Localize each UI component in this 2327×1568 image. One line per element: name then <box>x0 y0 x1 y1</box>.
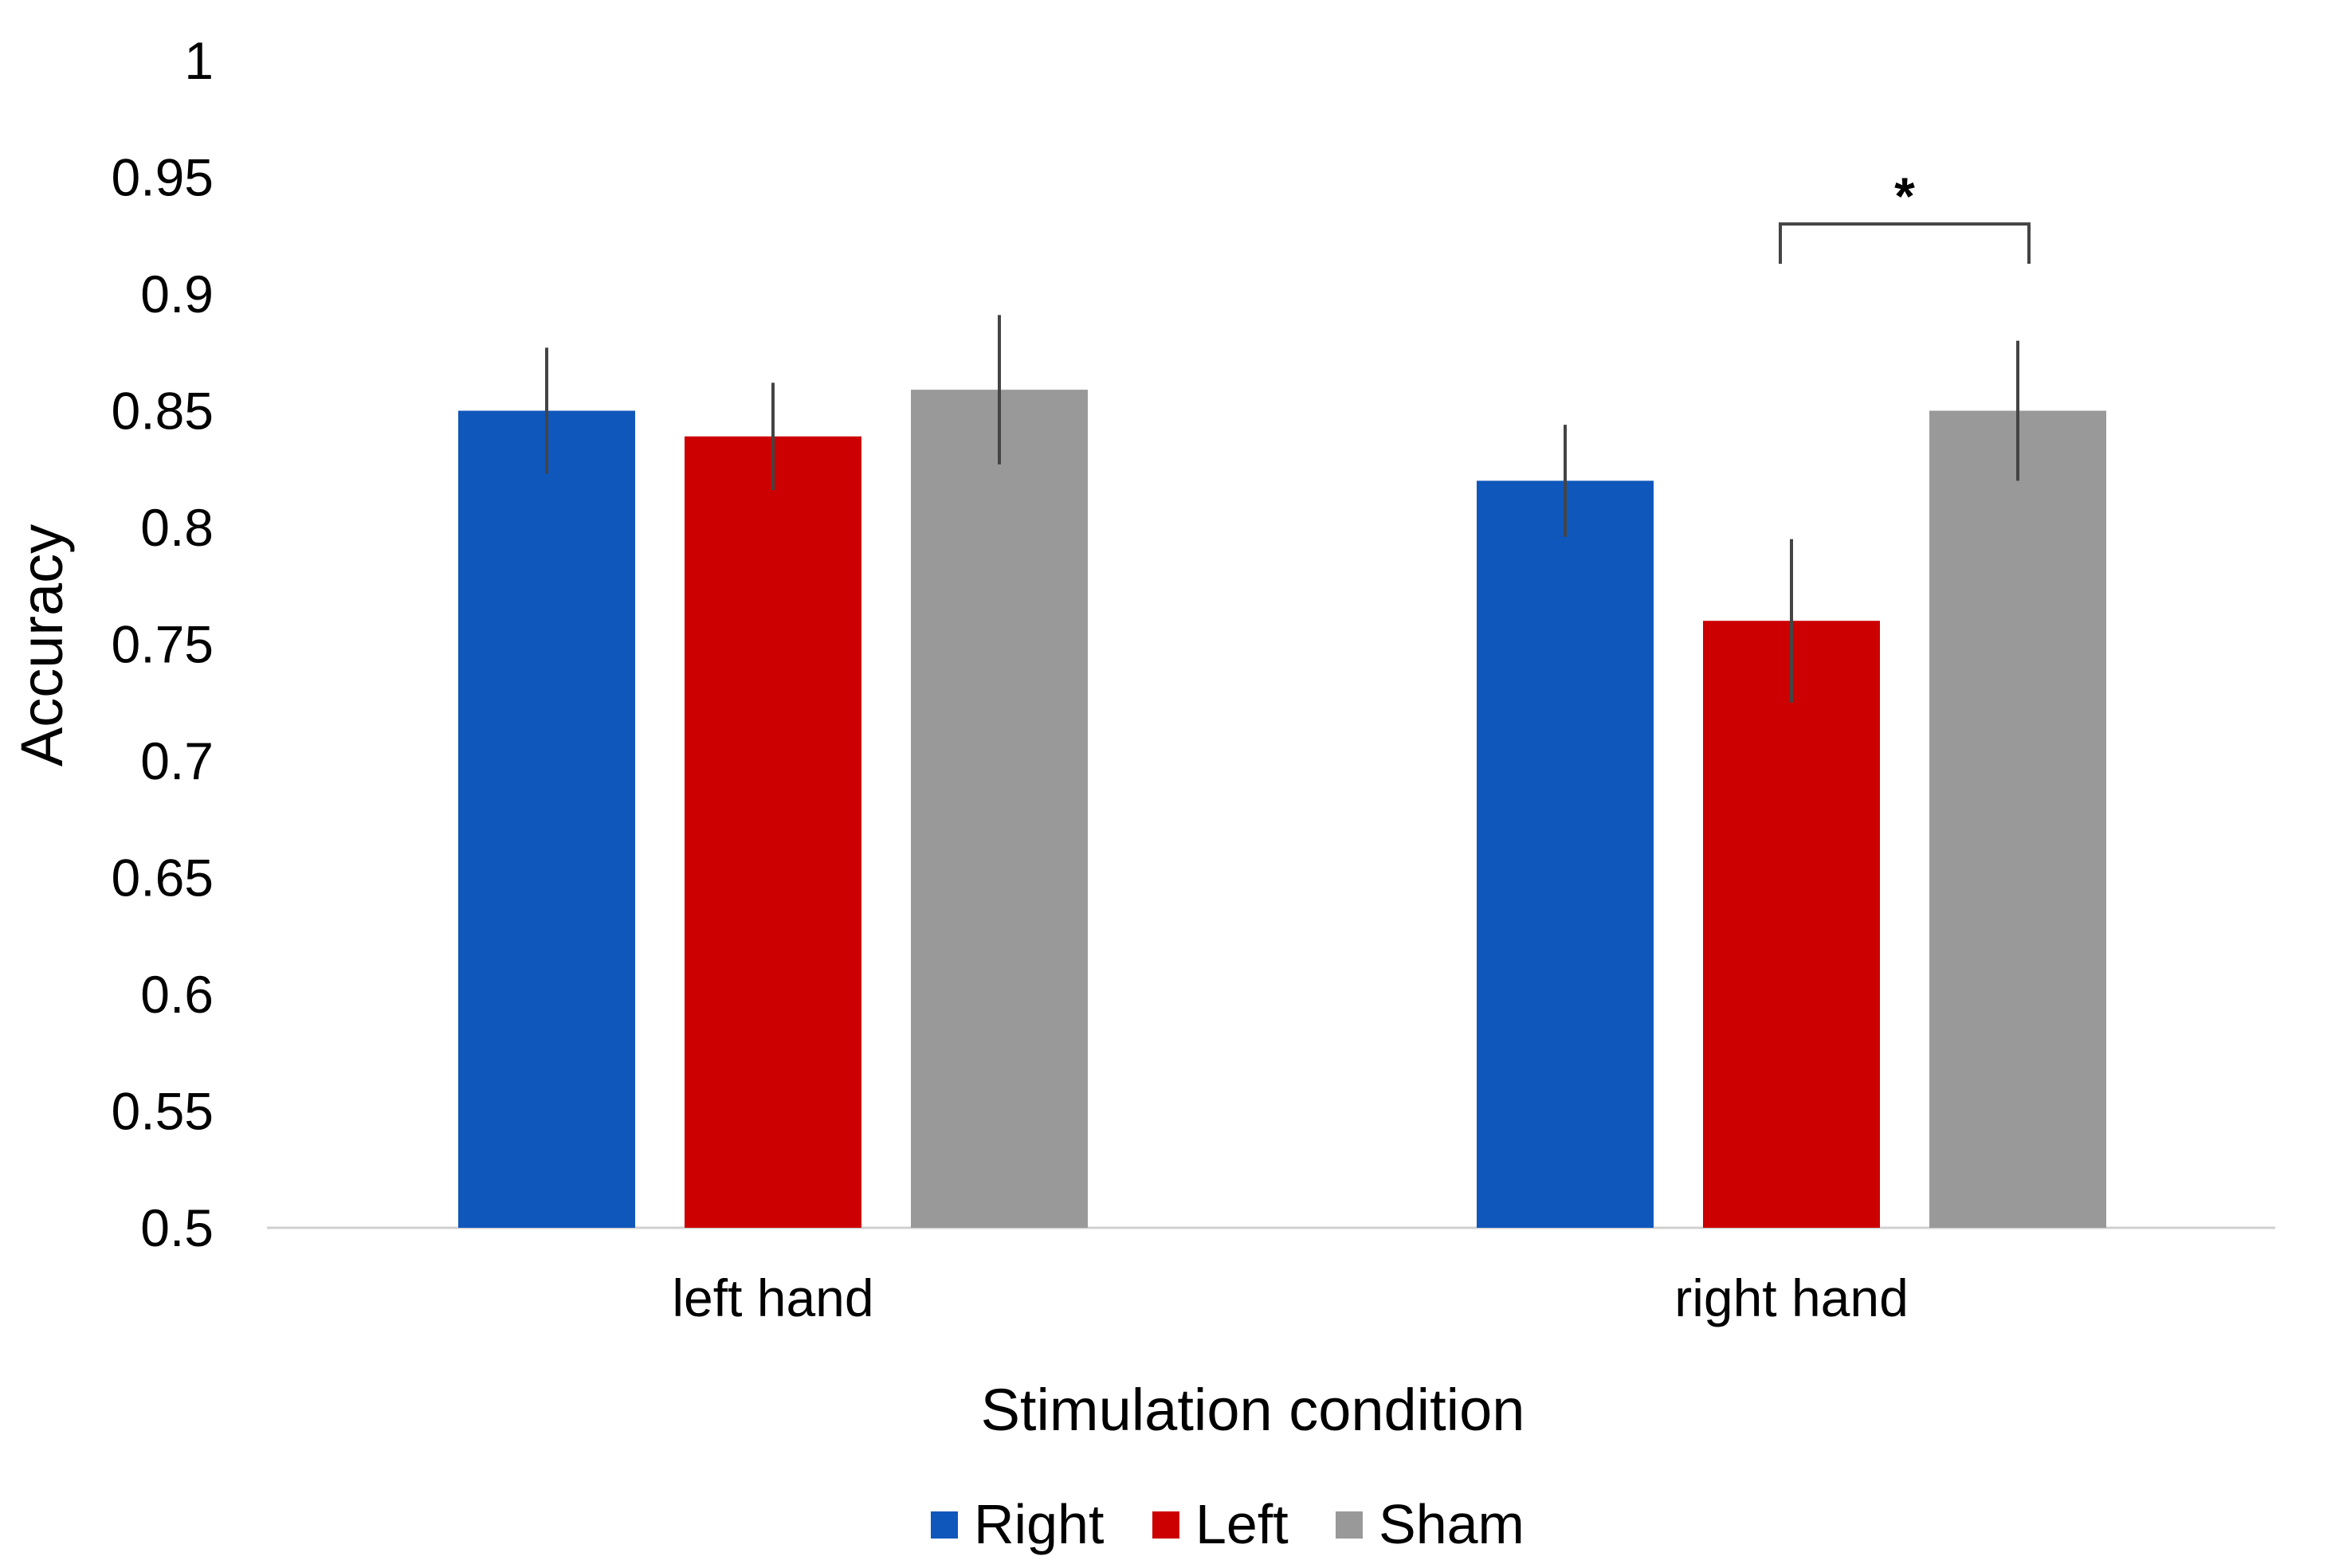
significance-marker: * <box>1894 167 1915 225</box>
bar-right-left-hand <box>458 410 635 1228</box>
error-bars <box>545 315 2019 703</box>
bar-sham-left-hand <box>911 390 1088 1228</box>
x-axis-categories: left hand right hand <box>672 1268 1908 1327</box>
y-tick-label: 0.5 <box>140 1198 214 1257</box>
y-tick-label: 0.8 <box>140 498 214 557</box>
significance-bracket: * <box>1779 167 2031 265</box>
bar-left-right-hand <box>1703 621 1880 1228</box>
y-tick-label: 0.75 <box>112 615 214 674</box>
y-tick-label: 0.65 <box>112 849 214 907</box>
bar-left-left-hand <box>685 436 861 1228</box>
bar-right-right-hand <box>1477 480 1654 1228</box>
legend: Right Left Sham <box>931 1493 1525 1555</box>
x-category-label: right hand <box>1674 1268 1909 1327</box>
y-tick-label: 0.9 <box>140 265 214 323</box>
legend-label-sham: Sham <box>1379 1493 1525 1555</box>
significance-line <box>1779 222 2031 265</box>
x-axis-title: Stimulation condition <box>981 1377 1525 1443</box>
bar-sham-right-hand <box>1929 410 2106 1228</box>
y-axis-title: Accuracy <box>9 524 75 766</box>
y-tick-label: 0.7 <box>140 731 214 790</box>
y-tick-label: 1 <box>184 31 214 90</box>
x-category-label: left hand <box>672 1268 873 1327</box>
legend-swatch-left <box>1152 1511 1179 1539</box>
y-axis-ticks: 0.5 0.55 0.6 0.65 0.7 0.75 0.8 0.85 0.9 0.95 1 <box>112 31 214 1257</box>
y-tick-label: 0.95 <box>112 148 214 207</box>
bars <box>458 390 2106 1228</box>
legend-swatch-sham <box>1336 1511 1363 1539</box>
legend-label-left: Left <box>1195 1493 1289 1555</box>
y-tick-label: 0.55 <box>112 1082 214 1141</box>
y-tick-label: 0.85 <box>112 382 214 441</box>
legend-label-right: Right <box>974 1493 1104 1555</box>
legend-swatch-right <box>931 1511 958 1539</box>
y-tick-label: 0.6 <box>140 965 214 1024</box>
